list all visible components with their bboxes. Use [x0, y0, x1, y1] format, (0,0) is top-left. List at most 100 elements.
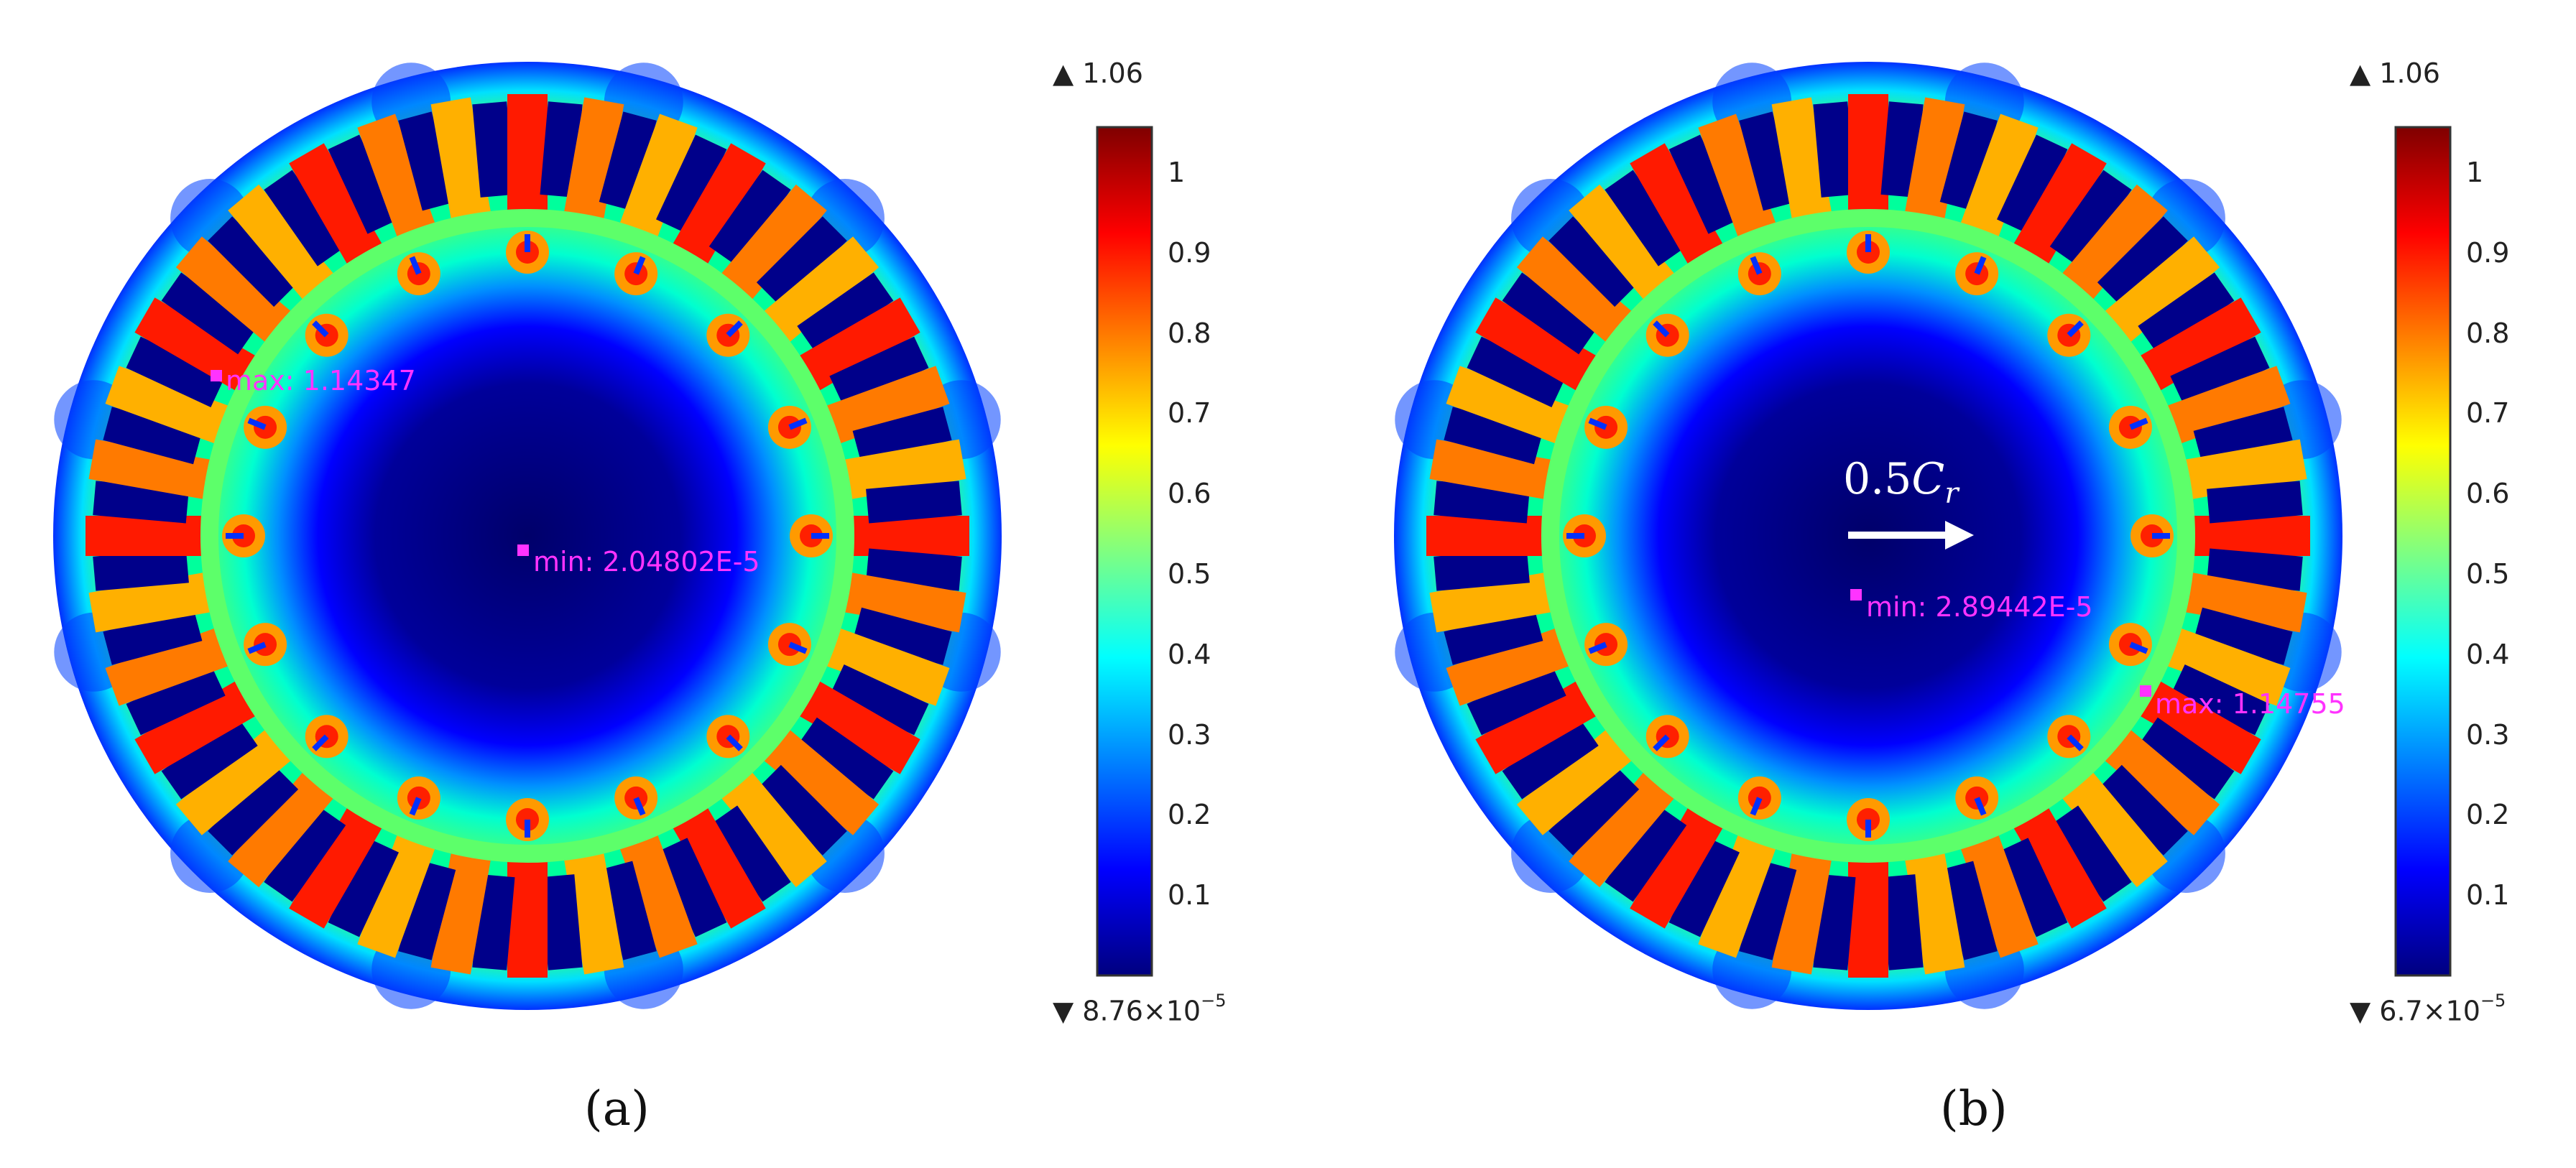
stator-slot [264, 805, 346, 902]
tooth-flux [1958, 113, 2039, 243]
stator-tooth [228, 170, 346, 305]
stator-tooth [1630, 134, 1740, 269]
stator-tooth [756, 726, 880, 856]
stator-slot [472, 101, 515, 198]
stator-slot [2049, 170, 2132, 266]
stator-tooth [88, 407, 216, 501]
stator-tooth [2100, 236, 2235, 355]
tooth-flux [134, 678, 261, 774]
tooth-flux [794, 678, 920, 774]
stator-slot [797, 717, 894, 799]
stator-slot [599, 861, 657, 960]
colorbar-tick-label: 0.2 [2466, 799, 2510, 831]
stator-tooth [1903, 97, 1998, 225]
colorbar-tick-label: 0.1 [1168, 879, 1211, 912]
stator-tooth [2011, 143, 2132, 269]
stator-slot [1880, 874, 1924, 970]
tooth-flux [1475, 678, 1602, 774]
max-marker-b [2140, 685, 2151, 697]
stator-tooth [134, 272, 261, 394]
colorbar-tick-label: 1 [1168, 157, 1186, 189]
tooth-flux [357, 113, 438, 243]
panel-a: max: 1.14347 min: 2.04802E-5 ▲ 1.06 1 0.9… [53, 57, 1227, 1136]
stator-slot [1939, 111, 1998, 211]
rotor-slit [2129, 417, 2148, 430]
rotor-pole-core [1965, 786, 1989, 810]
colorbar-tick-label: 0.5 [1168, 558, 1211, 590]
stator-slot [208, 764, 299, 856]
stator-tooth [1668, 829, 1778, 958]
tooth-flux [1516, 726, 1637, 835]
tooth-flux [563, 97, 624, 225]
rotor-slit [409, 256, 422, 275]
tooth-flux [717, 767, 827, 888]
stator-slot [103, 407, 203, 465]
tooth-flux [617, 113, 698, 243]
tooth-flux [2135, 297, 2261, 394]
stator-tooth [398, 847, 492, 975]
stator-tooth [1467, 664, 1602, 774]
stator-tooth [1996, 802, 2107, 937]
stator-slot [708, 170, 791, 266]
tooth-flux [2100, 236, 2220, 346]
tooth-flux [86, 516, 208, 556]
tooth-flux [1771, 847, 1833, 975]
stator-slot [126, 336, 226, 408]
stator-tooth [794, 297, 929, 408]
colorbar-tick-label: 0.4 [2466, 638, 2510, 670]
panel-b: 0.5Cr min: 2.89442E-5 max: 1.14755 ▲ 1.0… [1288, 0, 2575, 1168]
stator-slot [103, 607, 203, 665]
tooth-flux [670, 802, 766, 929]
max-marker-a [211, 370, 222, 381]
colorbar-tick-label: 0.3 [1168, 718, 1211, 751]
rotor-slit [726, 734, 743, 751]
colorbar-max-label-b: ▲ 1.06 [2350, 57, 2440, 89]
stator-tooth [670, 143, 791, 269]
colorbar-max-label-a: ▲ 1.06 [1053, 57, 1143, 89]
stator-slot [1548, 216, 1640, 307]
eccentricity-arrow [1848, 521, 1974, 550]
stator-slot [2097, 764, 2188, 856]
stator-tooth [175, 216, 299, 346]
stator-slot [2193, 607, 2293, 665]
stator-tooth [1939, 829, 2039, 960]
rotor-slit [247, 641, 267, 654]
tooth-flux [175, 236, 296, 346]
colorbar-tick-label: 0.4 [1168, 638, 1211, 670]
tooth-flux [1848, 94, 1888, 216]
stator-slot [756, 764, 847, 856]
stator-tooth [328, 829, 438, 958]
stator-slot [208, 216, 299, 307]
tooth-flux [2161, 626, 2291, 706]
stator-slot [1813, 101, 1856, 198]
stator-slot [2193, 407, 2293, 465]
stator-tooth [2161, 626, 2291, 736]
stator-tooth [821, 626, 950, 736]
tooth-flux [1429, 439, 1557, 501]
stator-slot [852, 607, 952, 665]
tooth-flux [794, 297, 920, 394]
colorbar-tick-label: 1 [2466, 157, 2484, 189]
tooth-flux [617, 829, 698, 958]
colorbar-b [2394, 126, 2452, 977]
colorbar-tick-label: 0.9 [1168, 236, 1211, 269]
colorbar-tick-label: 0.6 [1168, 478, 1211, 510]
stator-tooth [105, 336, 234, 446]
stator-slot [655, 134, 727, 234]
tooth-flux [1848, 856, 1888, 978]
min-marker-b [1850, 589, 1862, 601]
tooth-flux [1903, 97, 1965, 225]
stator-slot [1548, 764, 1640, 856]
stator-slot [1996, 838, 2068, 937]
rotor-slit [633, 256, 646, 275]
rotor-slit [2129, 641, 2148, 654]
eccentricity-label: 0.5Cr [1843, 454, 1959, 510]
tooth-flux [289, 143, 385, 269]
stator-tooth [599, 829, 698, 960]
tooth-flux [2058, 184, 2168, 305]
rotor-slit [1974, 256, 1987, 275]
max-label-b: max: 1.14755 [2155, 688, 2345, 720]
tooth-flux [88, 571, 216, 633]
stator-slot [540, 874, 583, 970]
stator-tooth [2058, 184, 2188, 307]
